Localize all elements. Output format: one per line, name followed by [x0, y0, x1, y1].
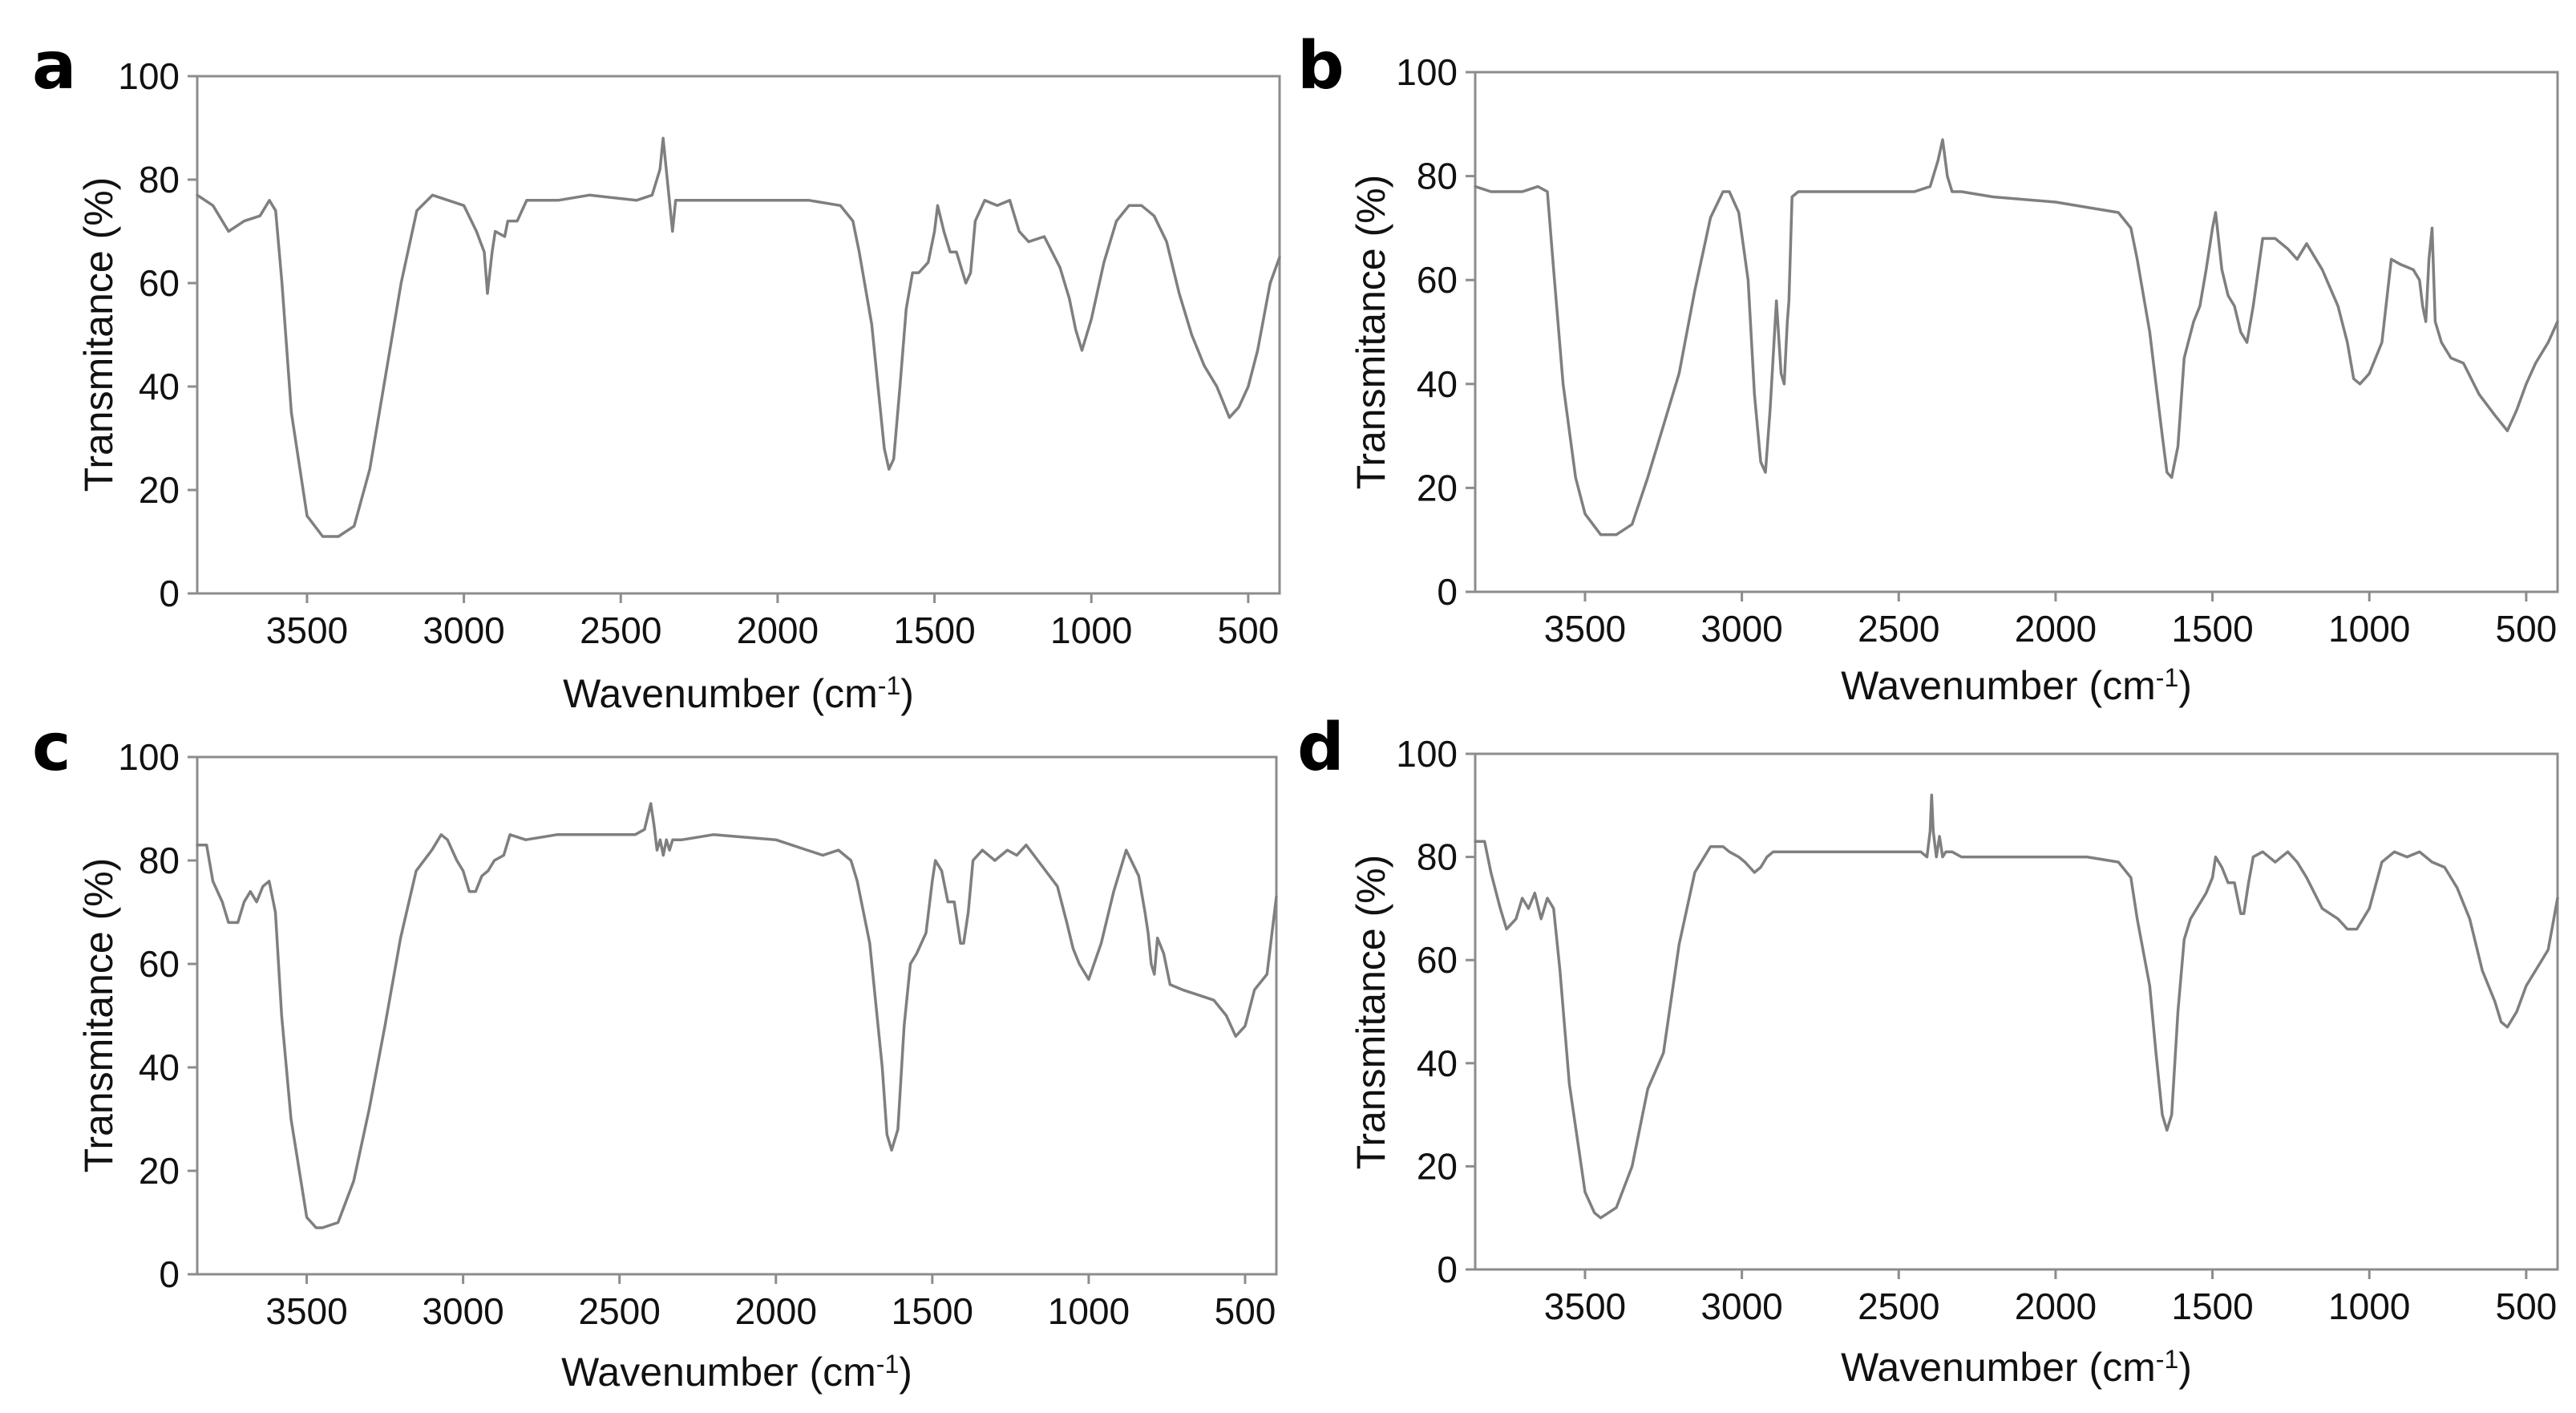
- panel-a-y-axis-title: Transmitance (%): [76, 177, 121, 492]
- y-tick-label: 100: [1396, 733, 1458, 775]
- panel-a-x-axis-title: Wavenumber (cm-1): [563, 671, 914, 716]
- x-tick-label: 500: [1215, 1290, 1276, 1332]
- panel-d: d Transmitance (%) Wavenumber (cm-1) 0 20…: [1297, 710, 2559, 1390]
- panel-c-label: c: [32, 710, 71, 786]
- panel-c: c Transmitance (%) Wavenumber (cm-1) 0 20…: [32, 710, 1278, 1395]
- y-tick-label: 100: [118, 736, 180, 778]
- y-tick-label: 20: [1417, 1145, 1458, 1187]
- y-tick-label: 0: [1437, 571, 1458, 613]
- panel-a-x-axis-title-sup: -1: [878, 671, 900, 700]
- panel-c-x-axis-title-sup: -1: [876, 1350, 899, 1379]
- y-tick-label: 0: [159, 1253, 180, 1295]
- x-tick-label: 3000: [1700, 608, 1782, 650]
- x-tick-label: 1000: [1050, 609, 1132, 651]
- y-tick-label: 60: [139, 943, 180, 985]
- y-tick-label: 40: [139, 1047, 180, 1088]
- panel-a-plot-area: [196, 75, 1281, 595]
- x-tick-label: 1000: [1048, 1290, 1130, 1332]
- x-tick-label: 1500: [2171, 1285, 2253, 1327]
- x-tick-label: 2500: [1858, 608, 1939, 650]
- spectrum-c-line: [196, 802, 1278, 1229]
- x-tick-label: 3500: [1544, 1285, 1626, 1327]
- panel-a: a Transmitance (%) Wavenumber (cm-1) 0 20…: [32, 28, 1281, 716]
- x-tick-label: 500: [2495, 1285, 2557, 1327]
- panel-b-label: b: [1297, 28, 1345, 104]
- x-tick-label: 3000: [1700, 1285, 1782, 1327]
- y-tick-label: 100: [118, 55, 180, 97]
- y-tick-label: 20: [1417, 467, 1458, 508]
- y-tick-label: 80: [139, 159, 180, 200]
- panel-b-x-axis-title-close: ): [2178, 663, 2192, 708]
- y-tick-label: 80: [139, 840, 180, 881]
- y-tick-label: 60: [139, 262, 180, 304]
- x-tick-label: 2500: [1858, 1285, 1939, 1327]
- panel-c-x-axis-title: Wavenumber (cm-1): [561, 1350, 912, 1395]
- panel-b-x-axis-title-main: Wavenumber (cm: [1841, 663, 2156, 708]
- x-tick-label: 1000: [2328, 608, 2410, 650]
- y-tick-label: 40: [1417, 1043, 1458, 1084]
- x-tick-label: 3500: [1544, 608, 1626, 650]
- panel-c-x-axis-title-main: Wavenumber (cm: [561, 1350, 876, 1395]
- y-tick-label: 0: [159, 573, 180, 614]
- x-tick-label: 500: [2495, 608, 2557, 650]
- spectrum-a-line: [196, 136, 1281, 538]
- panel-c-plot-area: [196, 755, 1278, 1276]
- panel-b-y-axis-title: Transmitance (%): [1349, 175, 1393, 490]
- y-tick-label: 20: [139, 469, 180, 511]
- x-tick-label: 2000: [735, 1290, 817, 1332]
- y-tick-label: 100: [1396, 51, 1458, 93]
- panel-d-label: d: [1297, 710, 1345, 786]
- x-tick-label: 1500: [893, 609, 975, 651]
- spectrum-d-line: [1474, 793, 2559, 1220]
- y-tick-label: 20: [139, 1150, 180, 1192]
- spectrum-b-line: [1474, 138, 2559, 536]
- x-tick-label: 1500: [2171, 608, 2253, 650]
- x-tick-label: 2500: [579, 1290, 661, 1332]
- panel-b-plot-area: [1474, 71, 2559, 593]
- panel-c-y-axis-title: Transmitance (%): [76, 858, 121, 1173]
- y-tick-label: 60: [1417, 259, 1458, 301]
- x-tick-label: 2000: [2015, 608, 2097, 650]
- panel-d-x-axis-title: Wavenumber (cm-1): [1841, 1345, 2192, 1390]
- panel-d-x-axis-title-close: ): [2178, 1345, 2192, 1390]
- x-tick-label: 3500: [265, 1290, 347, 1332]
- y-tick-label: 0: [1437, 1249, 1458, 1290]
- x-tick-label: 1000: [2328, 1285, 2410, 1327]
- y-tick-label: 40: [1417, 363, 1458, 405]
- x-tick-label: 500: [1217, 609, 1279, 651]
- panel-b-x-axis-title-sup: -1: [2156, 663, 2178, 692]
- panel-a-x-axis-title-close: ): [900, 671, 914, 716]
- y-tick-label: 60: [1417, 939, 1458, 981]
- x-tick-label: 2000: [737, 609, 819, 651]
- panel-c-x-axis-title-close: ): [899, 1350, 912, 1395]
- x-tick-label: 2500: [580, 609, 661, 651]
- panel-a-x-axis-title-main: Wavenumber (cm: [563, 671, 878, 716]
- panel-b-x-axis-title: Wavenumber (cm-1): [1841, 663, 2192, 708]
- x-tick-label: 3500: [266, 609, 348, 651]
- panel-a-label: a: [32, 28, 76, 104]
- y-tick-label: 40: [139, 366, 180, 407]
- y-tick-label: 80: [1417, 156, 1458, 197]
- panel-d-y-axis-title: Transmitance (%): [1349, 855, 1393, 1170]
- x-tick-label: 3000: [423, 609, 504, 651]
- x-tick-label: 1500: [892, 1290, 973, 1332]
- x-tick-label: 2000: [2015, 1285, 2097, 1327]
- x-tick-label: 3000: [422, 1290, 503, 1332]
- panel-d-x-axis-title-sup: -1: [2156, 1345, 2178, 1374]
- y-tick-label: 80: [1417, 836, 1458, 878]
- panel-b: b Transmitance (%) Wavenumber (cm-1) 0 20…: [1297, 28, 2559, 708]
- panel-d-plot-area: [1474, 752, 2559, 1271]
- panel-d-x-axis-title-main: Wavenumber (cm: [1841, 1345, 2156, 1390]
